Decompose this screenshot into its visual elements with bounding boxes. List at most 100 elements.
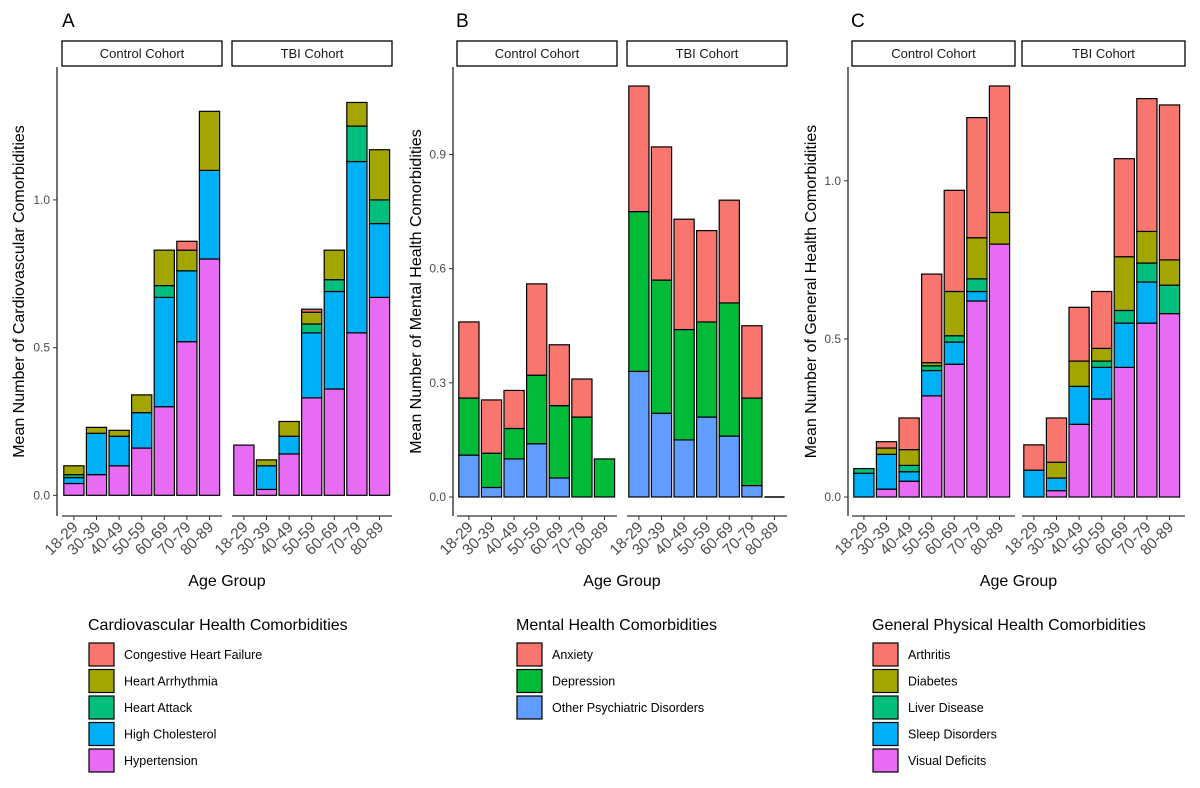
x-axis-title: Age Group bbox=[980, 573, 1057, 590]
bar-high-cholesterol-50-59 bbox=[301, 332, 323, 399]
bar-visual-deficits-70-79 bbox=[1136, 322, 1158, 498]
bar-arthritis-30-39 bbox=[1045, 417, 1068, 463]
bar-visual-deficits-70-79 bbox=[966, 300, 988, 498]
bar-hypertension-80-89 bbox=[368, 296, 391, 496]
bar-high-cholesterol-80-89 bbox=[198, 169, 221, 260]
bar-diabetes-30-39 bbox=[875, 447, 898, 455]
bar-heart-attack-70-79 bbox=[346, 125, 368, 163]
bar-visual-deficits-60-69 bbox=[943, 363, 966, 498]
bar-hypertension-40-49 bbox=[278, 453, 300, 496]
legend-label: Heart Attack bbox=[124, 701, 193, 715]
bar-sleep-disorders-60-69 bbox=[943, 341, 966, 365]
bar-heart-attack-60-69 bbox=[323, 279, 346, 293]
panel-label: C bbox=[851, 11, 865, 32]
y-tick-label: 1.0 bbox=[33, 193, 50, 207]
bar-depression-50-59 bbox=[525, 374, 548, 445]
bar-other-psych-60-69 bbox=[548, 477, 571, 498]
bar-heart-arrhythmia-70-79 bbox=[346, 101, 368, 127]
bar-heart-arrhythmia-70-79 bbox=[176, 249, 198, 272]
bar-anxiety-50-59 bbox=[525, 283, 548, 376]
bar-depression-30-39 bbox=[650, 279, 673, 414]
bar-heart-arrhythmia-60-69 bbox=[323, 249, 346, 281]
bar-sleep-disorders-18-29 bbox=[1023, 469, 1045, 498]
y-tick-label: 0.5 bbox=[33, 341, 50, 355]
bar-hypertension-50-59 bbox=[301, 397, 323, 496]
bar-hypertension-60-69 bbox=[153, 406, 175, 496]
legend-key-arthritis bbox=[872, 642, 899, 667]
bar-anxiety-60-69 bbox=[548, 344, 571, 407]
bar-diabetes-40-49 bbox=[898, 448, 920, 467]
bar-visual-deficits-50-59 bbox=[920, 395, 943, 498]
bar-arthritis-80-89 bbox=[1158, 104, 1181, 261]
bar-hypertension-80-89 bbox=[198, 258, 221, 496]
bar-congestive-heart-failure-70-79 bbox=[176, 240, 198, 251]
bar-visual-deficits-50-59 bbox=[1090, 398, 1113, 498]
bar-liver-disease-18-29 bbox=[853, 467, 875, 474]
legend: Mental Health Comorbidities Anxiety Depres… bbox=[516, 617, 717, 720]
bar-depression-40-49 bbox=[503, 427, 525, 460]
legend-key-anxiety bbox=[516, 642, 543, 667]
bar-high-cholesterol-60-69 bbox=[153, 296, 175, 408]
bar-anxiety-50-59 bbox=[695, 230, 718, 323]
bar-visual-deficits-40-49 bbox=[1068, 423, 1090, 498]
bar-depression-60-69 bbox=[718, 302, 741, 437]
bar-liver-disease-80-89 bbox=[1158, 284, 1181, 315]
legend-label: Visual Deficits bbox=[908, 754, 986, 768]
bar-heart-arrhythmia-80-89 bbox=[198, 110, 221, 171]
y-tick-label: 1.0 bbox=[824, 174, 841, 188]
bar-heart-attack-60-69 bbox=[153, 284, 175, 299]
bar-heart-attack-50-59 bbox=[301, 323, 323, 334]
bar-congestive-heart-failure-50-59 bbox=[301, 308, 323, 313]
facet-strip-label: Control Cohort bbox=[891, 46, 976, 61]
legend-label: High Cholesterol bbox=[124, 728, 216, 742]
bar-anxiety-60-69 bbox=[718, 199, 741, 304]
bar-other-psych-40-49 bbox=[503, 458, 525, 498]
bar-liver-disease-70-79 bbox=[966, 278, 988, 293]
facet-control-cohort: Control Cohort18-2930-3940-4950-5960-697… bbox=[437, 40, 618, 559]
bar-other-psych-50-59 bbox=[525, 443, 548, 498]
bar-heart-arrhythmia-30-39 bbox=[255, 459, 278, 467]
facet-control-cohort: Control Cohort18-2930-3940-4950-5960-697… bbox=[832, 40, 1016, 559]
legend-label: Diabetes bbox=[908, 675, 957, 689]
bar-liver-disease-60-69 bbox=[943, 335, 966, 343]
bar-arthritis-18-29 bbox=[1023, 444, 1045, 471]
bar-arthritis-30-39 bbox=[875, 441, 898, 449]
bar-visual-deficits-60-69 bbox=[1113, 366, 1135, 498]
bar-high-cholesterol-70-79 bbox=[176, 270, 198, 343]
legend-key-other-psych bbox=[516, 695, 543, 720]
y-tick-label: 0.6 bbox=[429, 262, 446, 276]
legend-key-diabetes bbox=[872, 668, 899, 694]
bar-liver-disease-60-69 bbox=[1113, 309, 1135, 324]
legend-key-hypertension bbox=[88, 748, 115, 773]
bar-heart-arrhythmia-60-69 bbox=[153, 249, 175, 287]
bar-high-cholesterol-40-49 bbox=[108, 435, 130, 467]
legend-title: General Physical Health Comorbidities bbox=[872, 617, 1146, 634]
bar-heart-arrhythmia-50-59 bbox=[131, 394, 153, 414]
bar-sleep-disorders-18-29 bbox=[853, 472, 875, 498]
legend-key-congestive-heart-failure bbox=[88, 642, 115, 667]
bar-heart-arrhythmia-50-59 bbox=[301, 311, 323, 325]
bar-arthritis-60-69 bbox=[943, 189, 966, 293]
chart-panel-b: B 0.0 0.3 0.6 0.9 Mean Number of Mental Healt… bbox=[408, 11, 788, 720]
chart-panel-c: C 0.0 0.5 1.0 Mean Number of General Health … bbox=[803, 11, 1186, 773]
bar-sleep-disorders-30-39 bbox=[875, 453, 898, 490]
bar-liver-disease-50-59 bbox=[1090, 360, 1113, 368]
facet-strip-label: TBI Cohort bbox=[1072, 46, 1135, 61]
bar-heart-arrhythmia-80-89 bbox=[368, 149, 391, 201]
bar-depression-18-29 bbox=[628, 210, 650, 373]
legend-label: Hypertension bbox=[124, 754, 198, 768]
bar-other-psych-18-29 bbox=[458, 454, 480, 498]
bar-heart-arrhythmia-40-49 bbox=[108, 429, 130, 437]
bar-liver-disease-40-49 bbox=[898, 464, 920, 473]
bar-hypertension-18-29 bbox=[63, 482, 85, 496]
bar-heart-arrhythmia-40-49 bbox=[278, 420, 300, 437]
bar-arthritis-40-49 bbox=[1068, 306, 1090, 362]
bar-liver-disease-70-79 bbox=[1136, 262, 1158, 283]
facet-tbi-cohort: TBI Cohort18-2930-3940-4950-5960-6970-79… bbox=[212, 40, 393, 559]
bar-sleep-disorders-60-69 bbox=[1113, 322, 1135, 368]
facet-control-cohort: Control Cohort18-2930-3940-4950-5960-697… bbox=[42, 40, 223, 559]
bar-sleep-disorders-40-49 bbox=[898, 471, 920, 482]
bar-sleep-disorders-70-79 bbox=[1136, 281, 1158, 324]
bar-hypertension-70-79 bbox=[346, 332, 368, 496]
bar-anxiety-40-49 bbox=[673, 218, 695, 331]
